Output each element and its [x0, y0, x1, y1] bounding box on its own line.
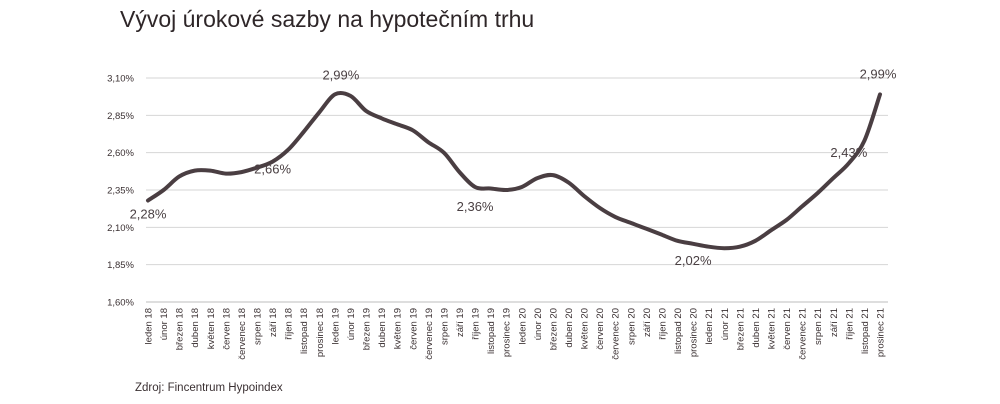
x-tick-label: červen 20	[595, 308, 606, 350]
x-tick-label: říjen 19	[471, 308, 482, 340]
x-tick-label: leden 20	[517, 308, 528, 344]
x-tick-label: červenec 19	[424, 308, 435, 360]
x-tick-label: červen 19	[408, 308, 419, 350]
y-tick-label: 2,85%	[107, 111, 134, 122]
x-tick-label: září 18	[268, 308, 279, 337]
x-tick-label: říjen 18	[284, 308, 295, 340]
y-tick-label: 2,35%	[107, 186, 134, 197]
x-tick-label: srpen 20	[626, 308, 637, 345]
x-tick-label: leden 21	[704, 308, 715, 344]
data-label: 2,02%	[675, 253, 712, 268]
data-labels: 2,28% 2,66% 2,99% 2,36% 2,02% 2,43% 2,99%	[130, 66, 897, 267]
x-tick-label: březen 20	[548, 308, 559, 350]
x-tick-label: září 21	[829, 308, 840, 337]
data-label: 2,99%	[860, 66, 897, 81]
x-tick-label: květen 20	[580, 308, 591, 349]
x-tick-label: únor 21	[720, 308, 731, 340]
x-tick-label: prosinec 19	[502, 308, 513, 357]
x-tick-label: srpen 19	[439, 308, 450, 345]
y-tick-label: 3,10%	[107, 74, 134, 85]
x-tick-label: únor 19	[346, 308, 357, 340]
data-label: 2,28%	[130, 206, 167, 221]
data-label: 2,99%	[322, 67, 359, 82]
x-tick-label: duben 20	[564, 308, 575, 348]
x-tick-label: leden 18	[144, 308, 155, 344]
data-label: 2,36%	[457, 199, 494, 214]
y-tick-label: 2,10%	[107, 223, 134, 234]
x-tick-label: září 20	[642, 308, 653, 337]
x-tick-label: červenec 18	[237, 308, 248, 360]
data-label: 2,66%	[254, 162, 291, 177]
x-tick-label: listopad 20	[673, 308, 684, 354]
x-tick-label: duben 19	[377, 308, 388, 348]
x-tick-label: červenec 21	[798, 308, 809, 360]
x-tick-label: červen 21	[782, 308, 793, 350]
interest-rate-line	[146, 90, 882, 251]
x-axis-ticks: leden 18 únor 18 březen 18 duben 18 květen 1…	[144, 308, 887, 360]
x-tick-label: listopad 19	[486, 308, 497, 354]
x-tick-label: květen 21	[766, 308, 777, 349]
x-tick-label: listopad 18	[299, 308, 310, 354]
x-tick-label: květen 19	[393, 308, 404, 349]
x-tick-label: prosinec 18	[315, 308, 326, 357]
x-tick-label: srpen 18	[253, 308, 264, 345]
x-tick-label: duben 18	[190, 308, 201, 348]
x-tick-label: říjen 21	[844, 308, 855, 340]
y-tick-label: 1,85%	[107, 260, 134, 271]
x-tick-label: srpen 21	[813, 308, 824, 345]
x-tick-label: březen 21	[735, 308, 746, 350]
x-tick-label: červen 18	[221, 308, 232, 350]
chart-title: Vývoj úrokové sazby na hypotečním trhu	[120, 6, 535, 32]
x-tick-label: říjen 20	[657, 308, 668, 340]
x-tick-label: březen 19	[362, 308, 373, 350]
x-tick-label: září 19	[455, 308, 466, 337]
x-tick-label: duben 21	[751, 308, 762, 348]
x-tick-label: únor 18	[159, 308, 170, 340]
data-label: 2,43%	[830, 145, 867, 160]
y-tick-label: 1,60%	[107, 298, 134, 309]
y-tick-label: 2,60%	[107, 148, 134, 159]
x-tick-label: prosinec 21	[876, 308, 887, 357]
source-note: Zdroj: Fincentrum Hypoindex	[135, 382, 283, 394]
x-tick-label: listopad 21	[860, 308, 871, 354]
x-tick-label: březen 18	[175, 308, 186, 350]
x-tick-label: únor 20	[533, 308, 544, 340]
x-tick-label: prosinec 20	[689, 308, 700, 357]
x-tick-label: červenec 20	[611, 308, 622, 360]
gridlines	[146, 77, 888, 303]
x-tick-label: leden 19	[330, 308, 341, 344]
x-tick-label: květen 18	[206, 308, 217, 349]
y-axis-ticks: 1,60% 1,85% 2,10% 2,35% 2,60% 2,85% 3,10%	[107, 74, 134, 309]
